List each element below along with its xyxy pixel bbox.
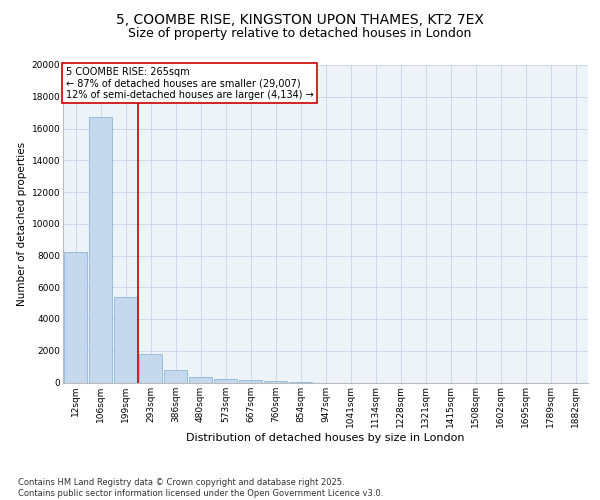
- Bar: [89, 118, 112, 382]
- Y-axis label: Number of detached properties: Number of detached properties: [17, 142, 28, 306]
- Bar: [114, 297, 137, 382]
- Bar: [139, 354, 162, 382]
- Bar: [64, 252, 87, 382]
- Bar: [189, 377, 212, 382]
- Bar: [264, 381, 287, 382]
- Text: Contains HM Land Registry data © Crown copyright and database right 2025.
Contai: Contains HM Land Registry data © Crown c…: [18, 478, 383, 498]
- X-axis label: Distribution of detached houses by size in London: Distribution of detached houses by size …: [186, 433, 465, 443]
- Bar: [214, 380, 237, 382]
- Text: 5, COOMBE RISE, KINGSTON UPON THAMES, KT2 7EX: 5, COOMBE RISE, KINGSTON UPON THAMES, KT…: [116, 12, 484, 26]
- Text: 5 COOMBE RISE: 265sqm
← 87% of detached houses are smaller (29,007)
12% of semi-: 5 COOMBE RISE: 265sqm ← 87% of detached …: [65, 66, 313, 100]
- Bar: [239, 380, 262, 382]
- Text: Size of property relative to detached houses in London: Size of property relative to detached ho…: [128, 28, 472, 40]
- Bar: [164, 370, 187, 382]
